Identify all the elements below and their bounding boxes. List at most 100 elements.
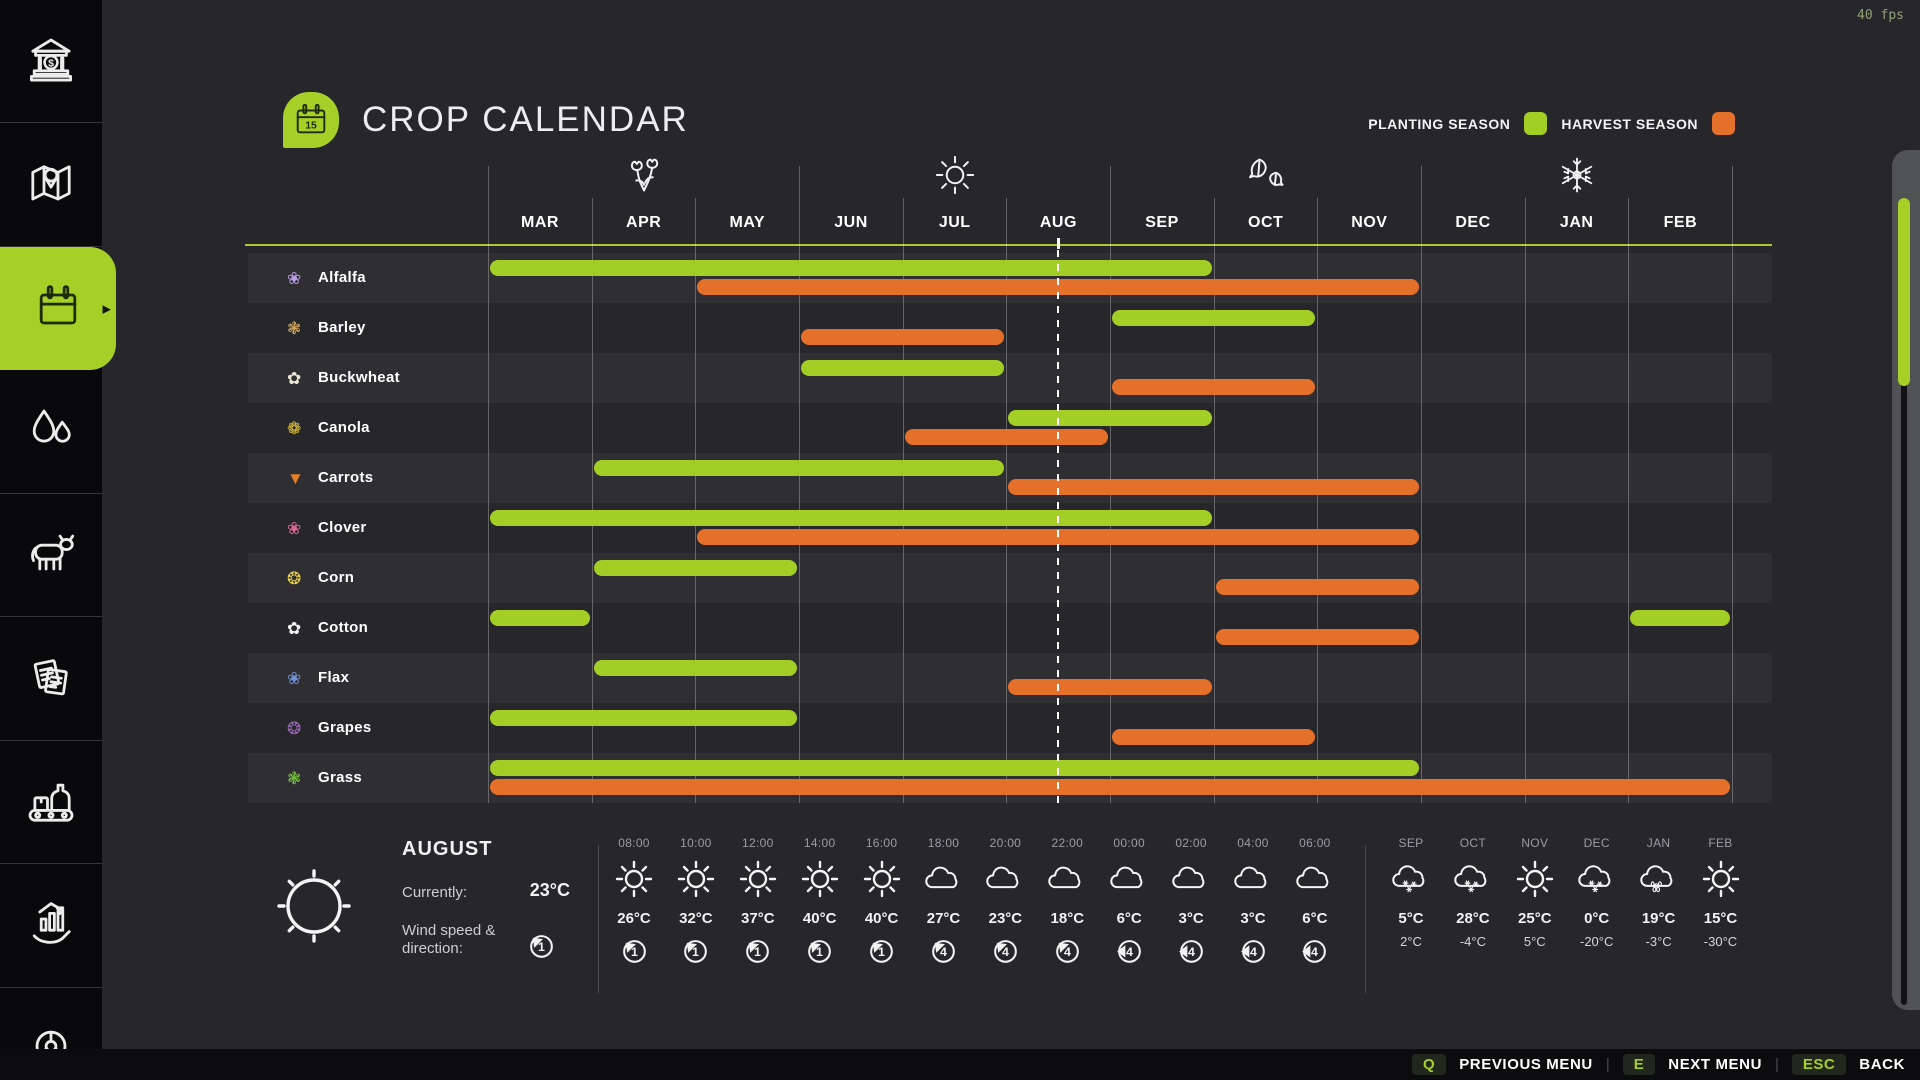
svg-text:15: 15: [51, 307, 65, 321]
forecast-high-temp: 19°C: [1641, 910, 1676, 927]
hourly-forecast-06:00: 06:00 6°C 4: [1284, 836, 1346, 973]
key-badge-q[interactable]: Q: [1412, 1054, 1447, 1075]
sidebar-item-bank[interactable]: $: [0, 0, 102, 123]
month-grid-line: [1421, 166, 1422, 803]
forecast-time: 14:00: [803, 836, 836, 850]
svg-text:1: 1: [754, 945, 761, 959]
footer-separator: |: [1605, 1056, 1610, 1073]
harvest-bar: [904, 429, 1108, 445]
sidebar: $15 ▶: [0, 0, 116, 1080]
month-header-nov: NOV: [1351, 214, 1388, 231]
hourly-forecast-00:00: 00:00 6°C 4: [1098, 836, 1160, 973]
forecast-time: 06:00: [1299, 836, 1331, 850]
harvest-bar: [801, 329, 1005, 345]
footer-button-next-menu[interactable]: NEXT MENU: [1668, 1056, 1763, 1073]
weather-separator: [598, 845, 599, 993]
sidebar-item-documents[interactable]: [0, 618, 102, 741]
forecast-temp: 6°C: [1302, 910, 1328, 927]
weather-month-title: AUGUST: [402, 838, 493, 860]
harvest-bar: [1112, 729, 1316, 745]
svg-text:4: 4: [1064, 945, 1071, 959]
sidebar-item-statistics[interactable]: [0, 865, 102, 988]
sidebar-item-calendar[interactable]: 15 ▶: [0, 247, 116, 370]
planting-bar: [490, 610, 590, 626]
crop-icon-corn: ❂: [287, 569, 302, 588]
cloud-icon: [924, 856, 964, 902]
current-weather-sun-icon: [258, 850, 370, 967]
svg-text:4: 4: [1311, 945, 1318, 959]
forecast-month: FEB: [1708, 836, 1733, 850]
forecast-temp: 37°C: [741, 910, 775, 927]
wind-direction-badge: 1: [744, 937, 771, 973]
rain-cloud-icon: [1639, 856, 1679, 902]
cloud-icon: [1233, 856, 1273, 902]
page-title: CROP CALENDAR: [362, 100, 689, 139]
month-grid-line: [1317, 198, 1319, 803]
sun-icon: [1701, 856, 1741, 902]
crop-icon-carrots: ▼: [287, 469, 304, 488]
svg-text:1: 1: [816, 945, 823, 959]
statistics-icon: [32, 901, 71, 944]
crop-icon-clover: ❀: [287, 519, 302, 538]
planting-bar: [593, 560, 797, 576]
month-header-may: MAY: [729, 214, 766, 231]
currently-label: Currently:: [402, 884, 468, 901]
active-tab-arrow-icon: ▶: [102, 303, 111, 315]
crop-row-corn: [248, 553, 1772, 603]
month-grid-line: [1628, 198, 1630, 803]
planting-bar: [1630, 610, 1731, 626]
sidebar-item-production[interactable]: [0, 741, 102, 864]
forecast-temp: 23°C: [988, 910, 1023, 927]
planting-bar: [1112, 310, 1316, 326]
crop-icon-grass: ❃: [287, 769, 302, 788]
forecast-low-temp: -20°C: [1579, 934, 1614, 949]
svg-text:1: 1: [692, 945, 699, 959]
monthly-forecast-sep: SEP 5°C 2°C: [1380, 836, 1442, 949]
footer-button-back[interactable]: BACK: [1859, 1056, 1905, 1073]
cloud-icon: [1047, 856, 1087, 902]
month-grid-line: [1006, 198, 1008, 803]
crop-label: Corn: [318, 569, 355, 586]
crop-label: Carrots: [318, 469, 374, 486]
map-icon: [31, 164, 71, 200]
crop-label: Canola: [318, 419, 370, 436]
wind-direction-badge: 4: [992, 937, 1019, 973]
forecast-low-temp: -30°C: [1703, 934, 1738, 949]
harvest-bar: [1215, 629, 1419, 645]
monthly-forecast-jan: JAN 19°C -3°C: [1628, 836, 1690, 949]
month-header-jul: JUL: [938, 214, 971, 231]
hourly-forecast-08:00: 08:00 26°C 1: [603, 836, 665, 973]
sun-icon: [862, 856, 902, 902]
key-badge-e[interactable]: E: [1622, 1054, 1656, 1075]
footer-button-previous-menu[interactable]: PREVIOUS MENU: [1459, 1056, 1593, 1073]
sidebar-item-cow[interactable]: [0, 494, 102, 617]
hourly-forecast-02:00: 02:00 3°C 4: [1160, 836, 1222, 973]
forecast-time: 20:00: [989, 836, 1022, 850]
monthly-forecast-dec: DEC 0°C -20°C: [1566, 836, 1628, 949]
forecast-time: 18:00: [927, 836, 960, 850]
key-badge-esc[interactable]: ESC: [1791, 1054, 1847, 1075]
fps-counter: 40 fps: [1857, 8, 1904, 23]
hourly-forecast-18:00: 18:00 27°C 4: [913, 836, 975, 973]
legend-planting-label: PLANTING SEASON: [1368, 115, 1511, 132]
crop-label: Cotton: [318, 619, 369, 636]
crop-row-flax: [248, 653, 1772, 703]
sidebar-item-droplets[interactable]: [0, 371, 102, 494]
forecast-high-temp: 28°C: [1456, 910, 1490, 927]
spring-flowers-icon: [622, 153, 666, 197]
forecast-high-temp: 25°C: [1518, 910, 1552, 927]
wind-direction-badge: 4: [1178, 937, 1205, 973]
forecast-time: 00:00: [1113, 836, 1145, 850]
svg-text:$: $: [48, 58, 54, 70]
month-header-oct: OCT: [1248, 214, 1284, 231]
month-header-sep: SEP: [1145, 214, 1179, 231]
crop-row-barley: [248, 303, 1772, 353]
scrollbar-thumb[interactable]: [1898, 198, 1910, 386]
crop-row-cotton: [248, 603, 1772, 653]
forecast-month: JAN: [1646, 836, 1671, 850]
scrollbar-track[interactable]: [1901, 205, 1907, 1005]
sidebar-item-map[interactable]: [0, 124, 102, 247]
forecast-time: 12:00: [742, 836, 774, 850]
harvest-bar: [490, 779, 1730, 795]
wind-direction-badge: 1: [868, 937, 895, 973]
